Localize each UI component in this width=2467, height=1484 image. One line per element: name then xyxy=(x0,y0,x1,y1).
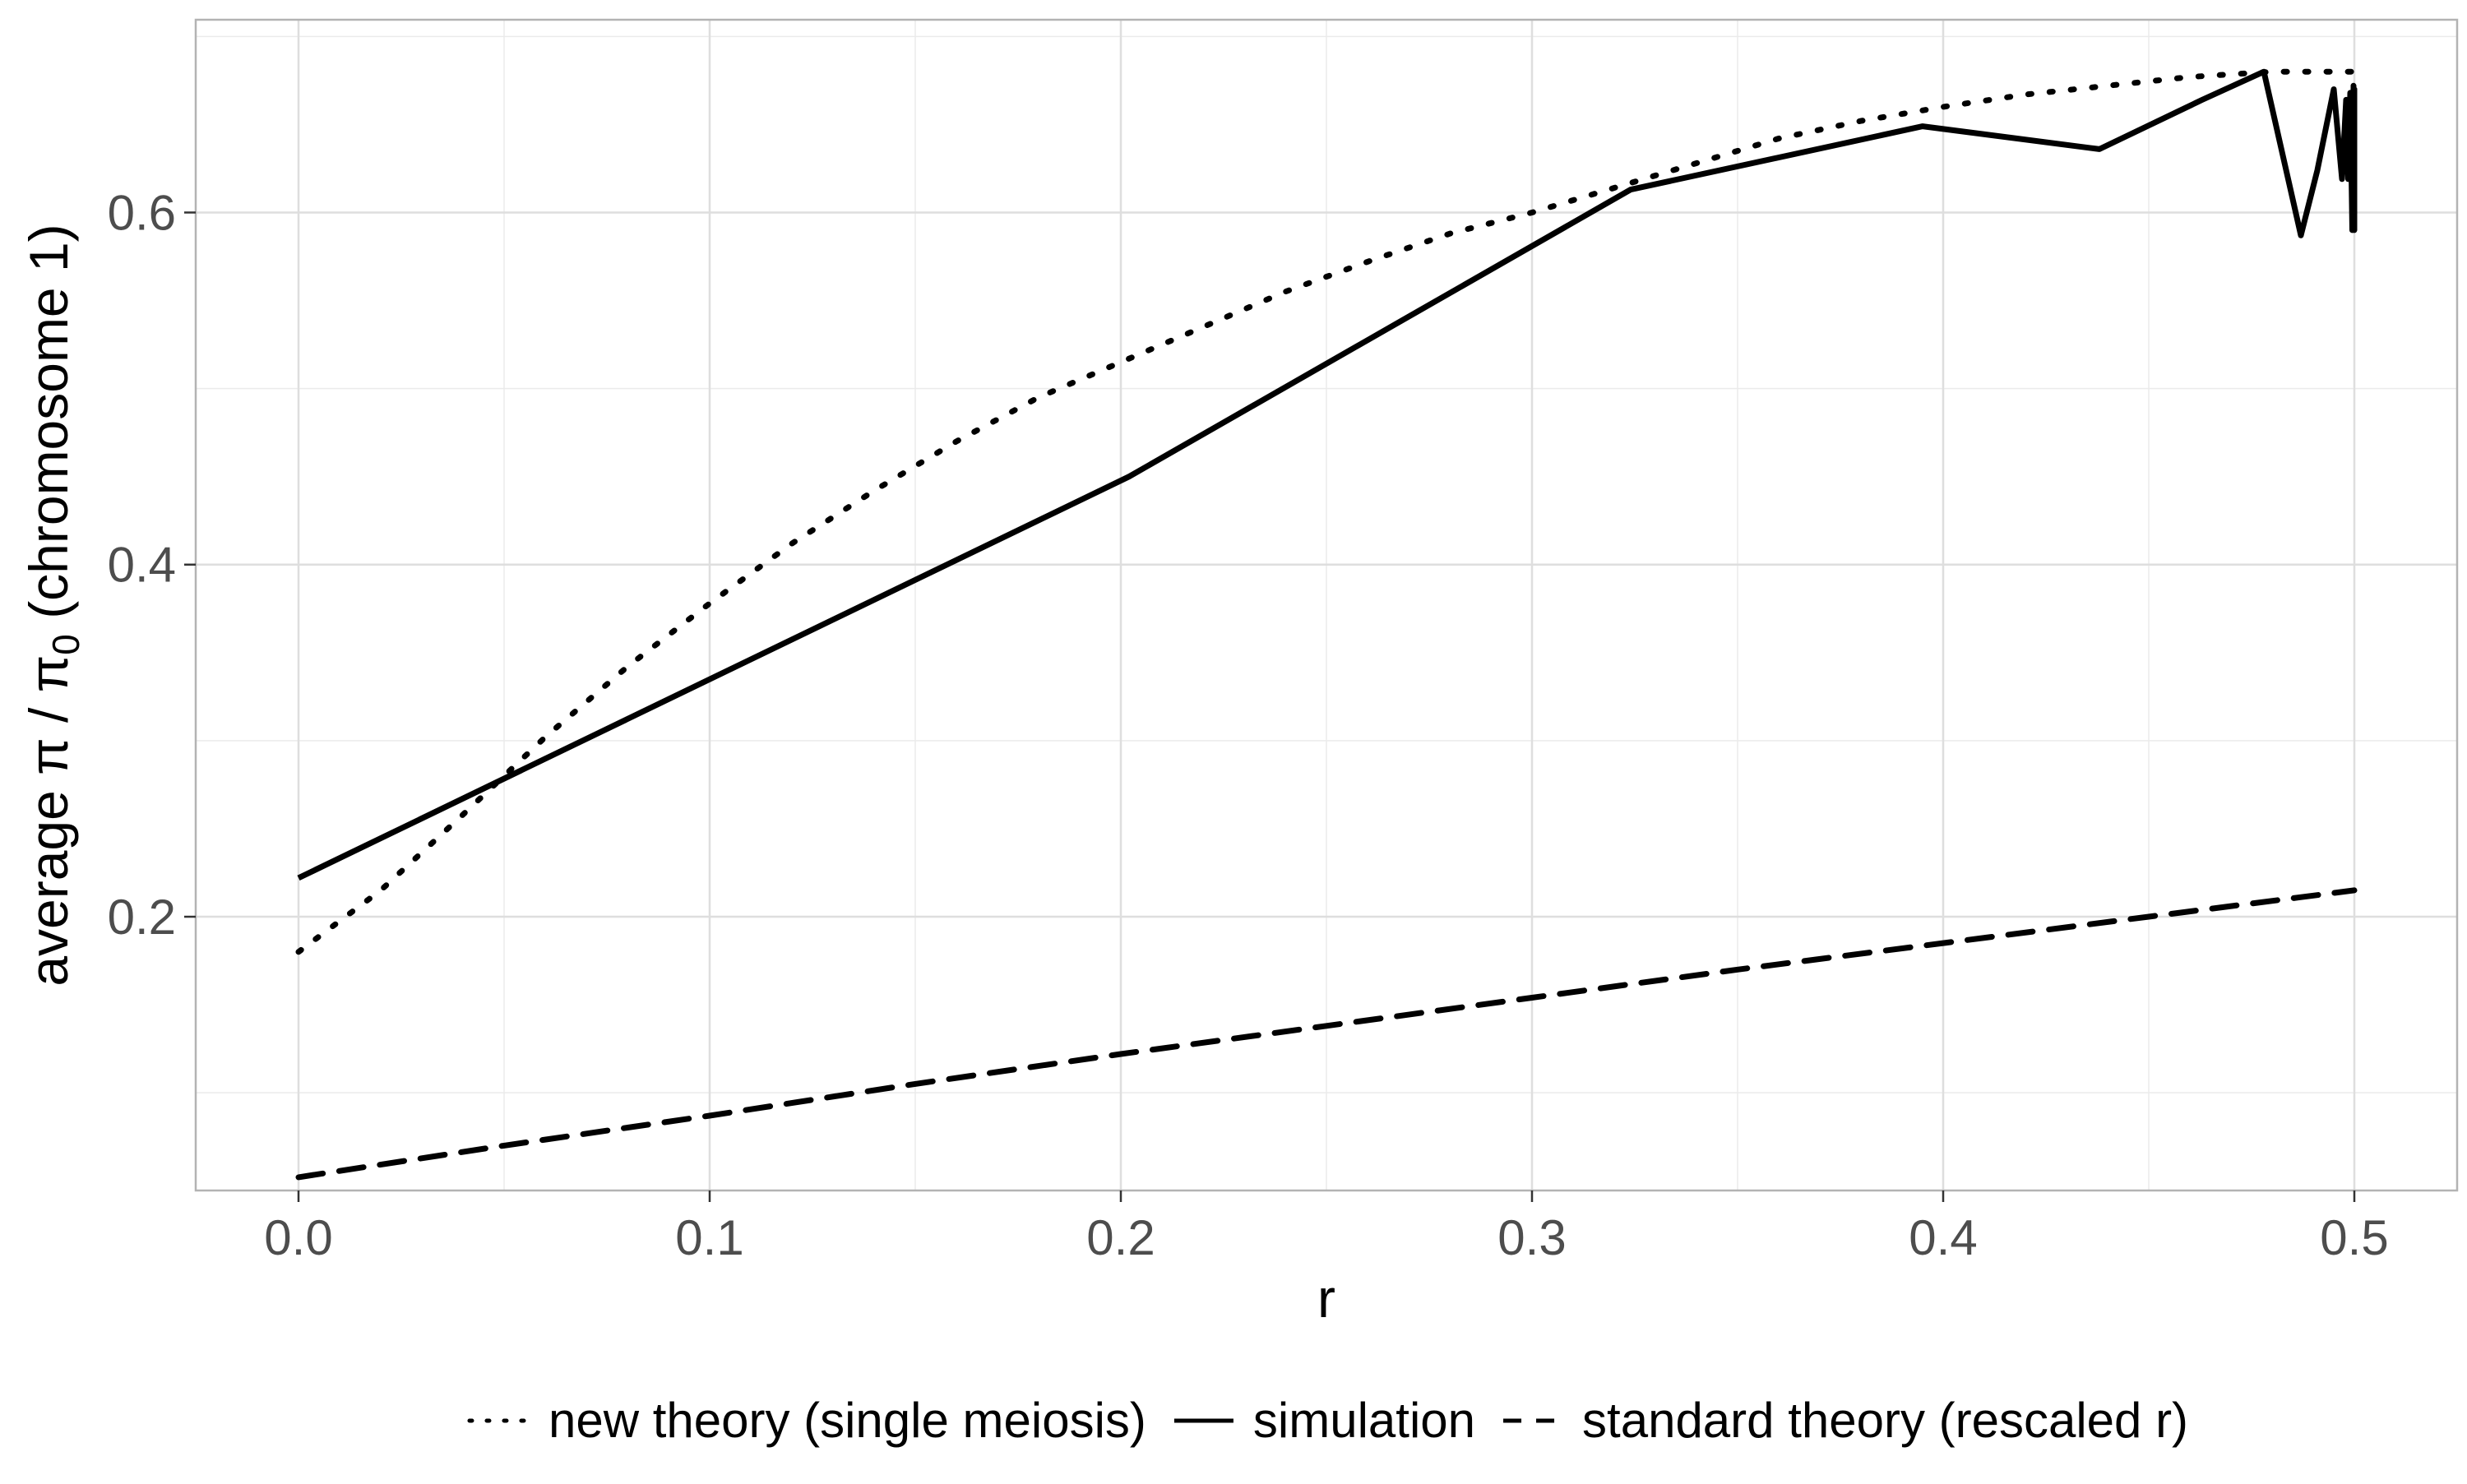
legend-label: simulation xyxy=(1253,1393,1475,1448)
legend-label: standard theory (rescaled r) xyxy=(1582,1393,2188,1448)
x-axis-title: r xyxy=(1317,1268,1335,1329)
y-axis-title-subscript: 0 xyxy=(44,634,87,655)
dashed-series-line xyxy=(295,887,2358,1181)
series-lines xyxy=(295,68,2358,1181)
y-axis-title: average π / π0 (chromosome 1) xyxy=(18,224,87,986)
y-tick-label: 0.4 xyxy=(108,538,176,593)
y-axis-ticks: 0.2 0.4 0.6 xyxy=(108,185,196,945)
y-axis-title-suffix: (chromosome 1) xyxy=(18,224,79,634)
dotted-series-line xyxy=(295,68,2358,955)
panel-border xyxy=(194,18,2459,1192)
solid-series-line xyxy=(297,68,2358,881)
x-tick-label: 0.0 xyxy=(264,1210,332,1265)
x-tick-label: 0.3 xyxy=(1497,1210,1566,1265)
y-axis-title-main: average π / π xyxy=(18,655,79,987)
legend: new theory (single meiosis) simulation sta… xyxy=(467,1393,2188,1448)
legend-label: new theory (single meiosis) xyxy=(548,1393,1146,1448)
y-tick-label: 0.6 xyxy=(108,185,176,240)
y-tick-label: 0.2 xyxy=(108,890,176,945)
x-tick-label: 0.1 xyxy=(675,1210,743,1265)
x-axis-ticks: 0.0 0.1 0.2 0.3 0.4 0.5 xyxy=(264,1190,2389,1265)
x-tick-label: 0.4 xyxy=(1909,1210,1977,1265)
x-tick-label: 0.2 xyxy=(1086,1210,1155,1265)
x-tick-label: 0.5 xyxy=(2320,1210,2388,1265)
